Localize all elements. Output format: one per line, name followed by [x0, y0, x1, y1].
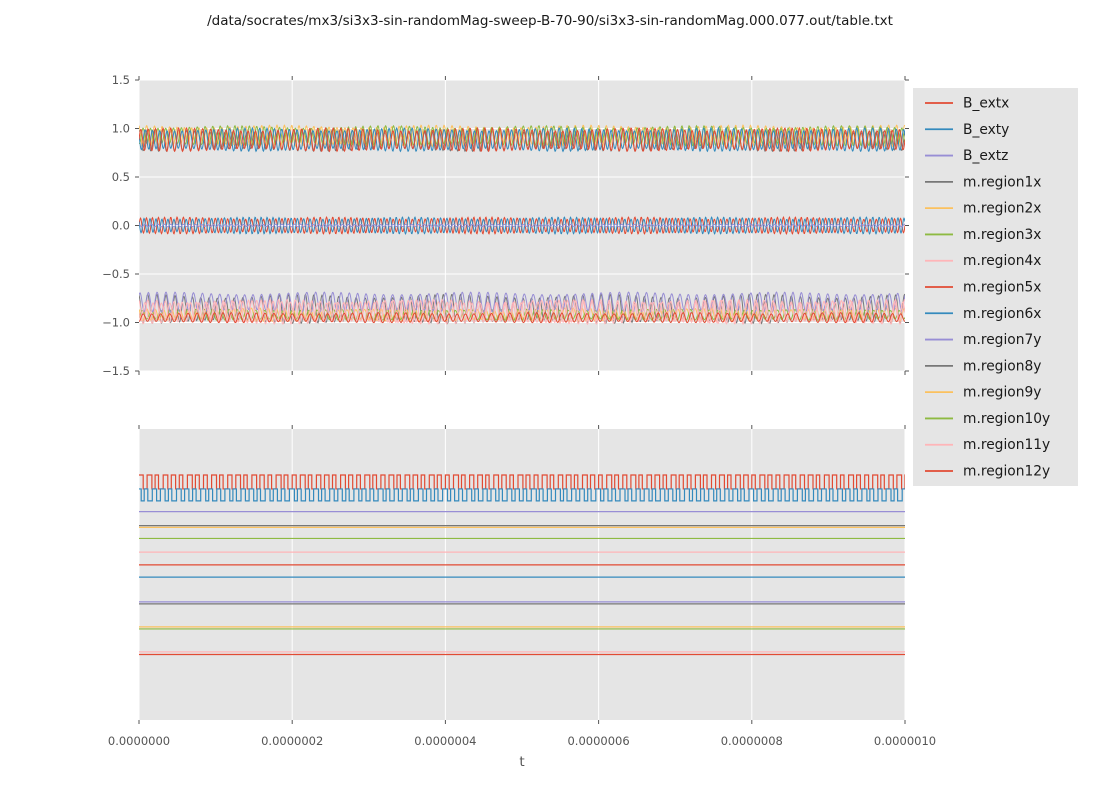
- x-tick-label: 0.0000008: [721, 734, 783, 748]
- legend-label: m.region6x: [963, 306, 1041, 322]
- x-tick-label: 0.0000004: [414, 734, 476, 748]
- x-tick-label: 0.0000002: [261, 734, 323, 748]
- series-B_exty: [139, 216, 905, 236]
- plot-title: /data/socrates/mx3/si3x3-sin-randomMag-s…: [207, 13, 893, 29]
- legend-item: m.region9y: [925, 385, 1041, 401]
- legend-label: m.region7y: [963, 332, 1041, 348]
- y-tick-label: −1.0: [102, 316, 130, 330]
- y-tick-label: 1.5: [112, 73, 130, 87]
- series-m.region6x: [139, 126, 905, 153]
- legend-item: m.region11y: [925, 437, 1050, 453]
- y-tick-label: −0.5: [102, 267, 130, 281]
- legend-item: m.region10y: [925, 411, 1050, 427]
- legend-label: B_exty: [963, 122, 1009, 138]
- series-group-top: [139, 124, 905, 326]
- legend-label: m.region9y: [963, 385, 1041, 401]
- series-B_extz: [139, 223, 905, 228]
- series-m.region12y: [139, 312, 905, 324]
- x-tick-label: 0.0000010: [874, 734, 936, 748]
- series-m.region3x: [139, 124, 905, 147]
- x-axis-label: t: [519, 754, 524, 770]
- legend-label: m.region2x: [963, 201, 1041, 217]
- legend-label: m.region10y: [963, 411, 1050, 427]
- legend-item: m.region5x: [925, 280, 1041, 296]
- series-m.region5x: [139, 126, 905, 153]
- legend-item: m.region1x: [925, 174, 1041, 190]
- legend-item: m.region2x: [925, 201, 1041, 217]
- series-B_extx: [139, 474, 905, 490]
- y-tick-label: 0.0: [112, 219, 130, 233]
- legend-item: m.region7y: [925, 332, 1041, 348]
- y-tick-label: −1.5: [102, 364, 130, 378]
- y-tick-label: 1.0: [112, 122, 130, 136]
- y-tick-label: 0.5: [112, 170, 130, 184]
- legend-item: m.region6x: [925, 306, 1041, 322]
- legend-label: m.region3x: [963, 227, 1041, 243]
- legend-item: m.region3x: [925, 227, 1041, 243]
- x-tick-label: 0.0000000: [108, 734, 170, 748]
- legend-label: m.region4x: [963, 253, 1041, 269]
- legend-label: m.region5x: [963, 280, 1041, 296]
- x-tick-label: 0.0000006: [567, 734, 629, 748]
- legend-label: B_extx: [963, 96, 1009, 112]
- legend-item: m.region4x: [925, 253, 1041, 269]
- series-B_exty: [139, 488, 905, 502]
- series-m.region11y: [139, 298, 905, 326]
- legend-label: m.region8y: [963, 358, 1041, 374]
- legend-label: m.region12y: [963, 464, 1050, 480]
- legend-item: m.region12y: [925, 464, 1050, 480]
- series-group-bottom: [139, 474, 905, 656]
- legend-item: m.region8y: [925, 358, 1041, 374]
- legend-label: B_extz: [963, 148, 1008, 164]
- legend-label: m.region1x: [963, 174, 1041, 190]
- axes-background-bottom: [139, 429, 905, 720]
- legend-item: B_extx: [925, 96, 1009, 112]
- legend-item: B_exty: [925, 122, 1009, 138]
- legend-label: m.region11y: [963, 437, 1050, 453]
- legend-item: B_extz: [925, 148, 1008, 164]
